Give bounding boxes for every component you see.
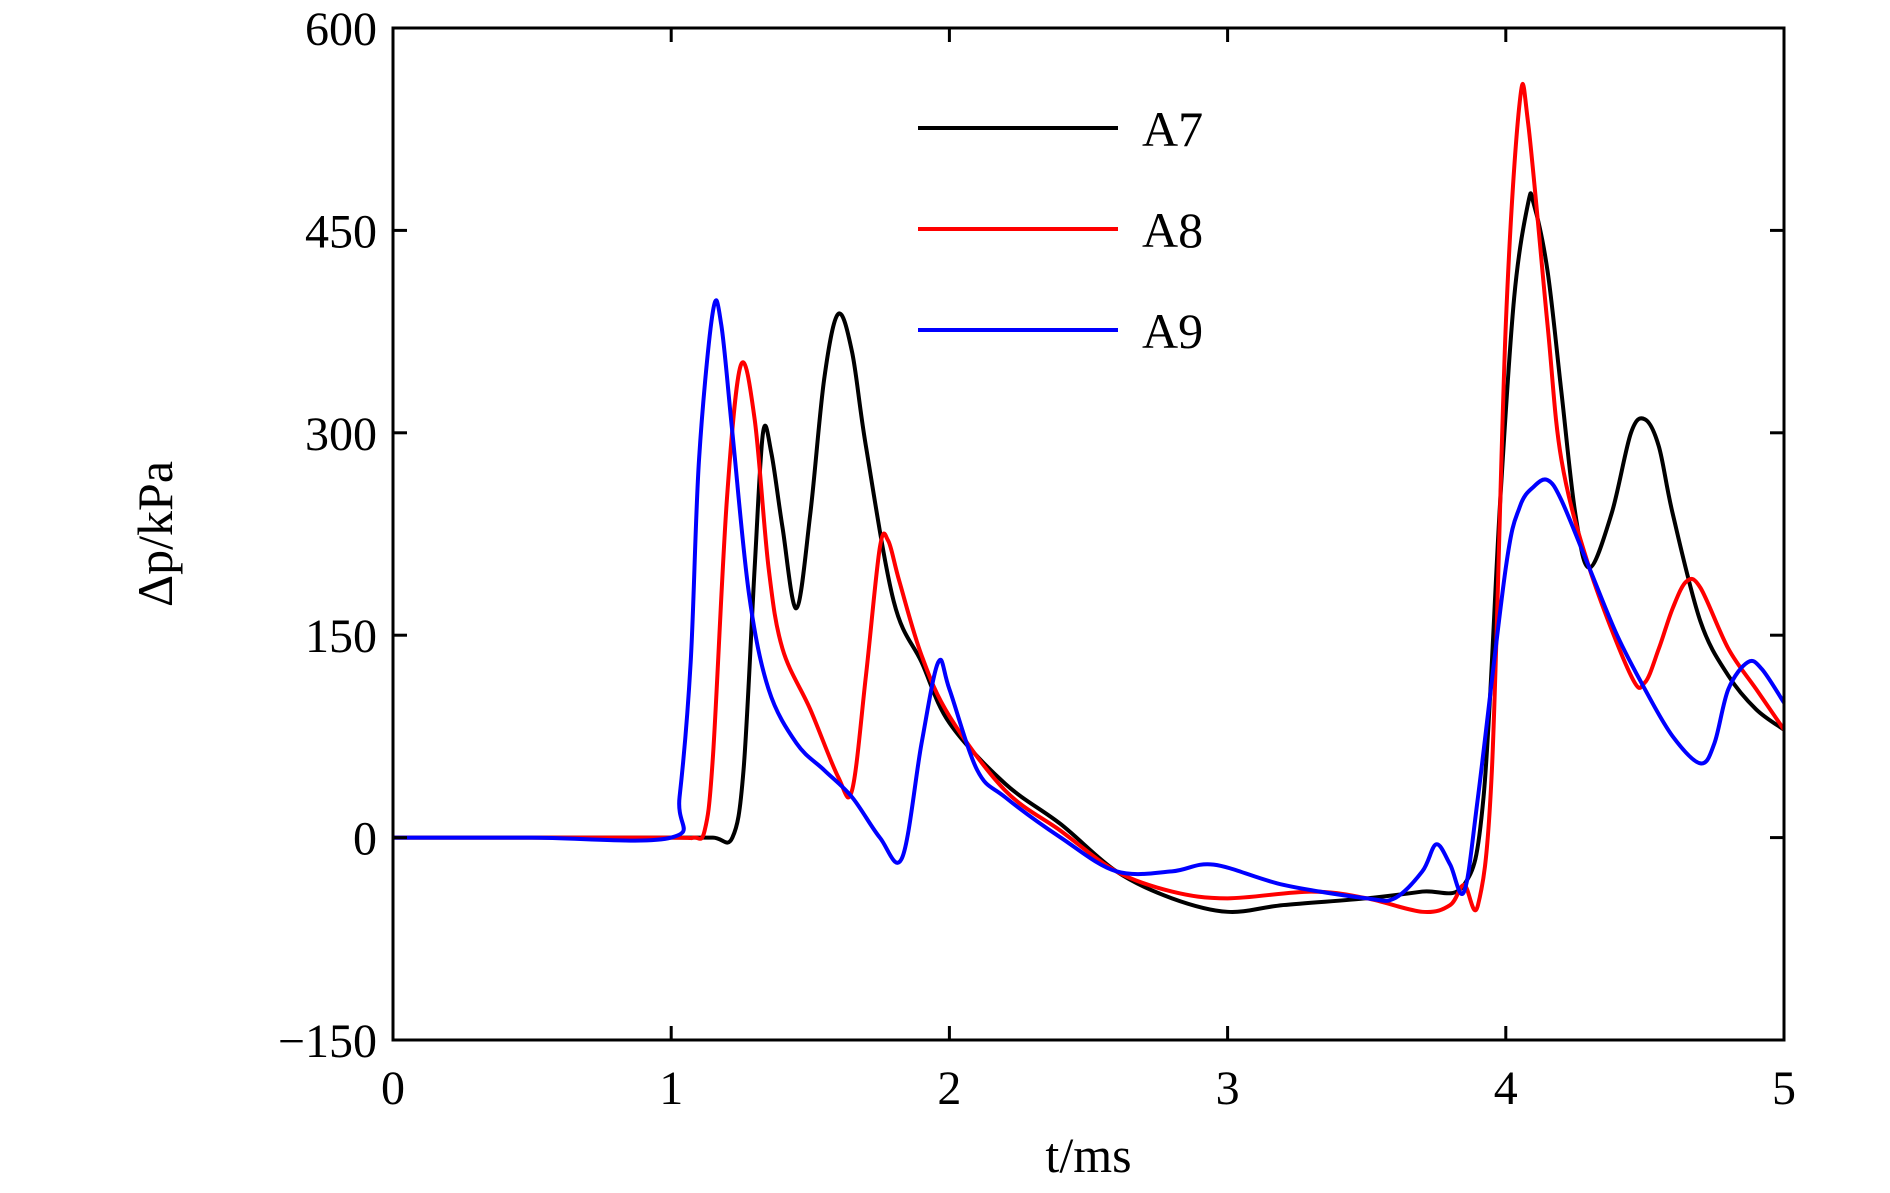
- x-tick-label: 0: [381, 1062, 405, 1115]
- y-tick-label: 0: [353, 813, 377, 866]
- series-line-a7: [393, 191, 1786, 914]
- x-tick-label: 1: [659, 1062, 683, 1115]
- x-tick-label: 2: [937, 1062, 961, 1115]
- x-tick-label: 4: [1494, 1062, 1518, 1115]
- y-tick-label: 300: [305, 408, 377, 461]
- x-axis-label: t/ms: [1045, 1127, 1131, 1183]
- series-line-a9: [393, 298, 1786, 903]
- y-tick-label: 450: [305, 205, 377, 258]
- x-tick-label: 5: [1772, 1062, 1796, 1115]
- legend-label-a9: A9: [1142, 303, 1203, 359]
- x-tick-label: 3: [1216, 1062, 1240, 1115]
- y-tick-label: 600: [305, 3, 377, 56]
- plot-frame: [391, 26, 1786, 1042]
- series-line-a8: [393, 82, 1786, 915]
- y-axis-label: Δp/kPa: [127, 461, 183, 607]
- legend-label-a7: A7: [1142, 101, 1203, 157]
- legend-label-a8: A8: [1142, 202, 1203, 258]
- series-layer: [393, 82, 1786, 915]
- y-tick-label: 150: [305, 610, 377, 663]
- y-tick-label: −150: [278, 1015, 377, 1068]
- legend: A7 A8 A9: [918, 101, 1203, 359]
